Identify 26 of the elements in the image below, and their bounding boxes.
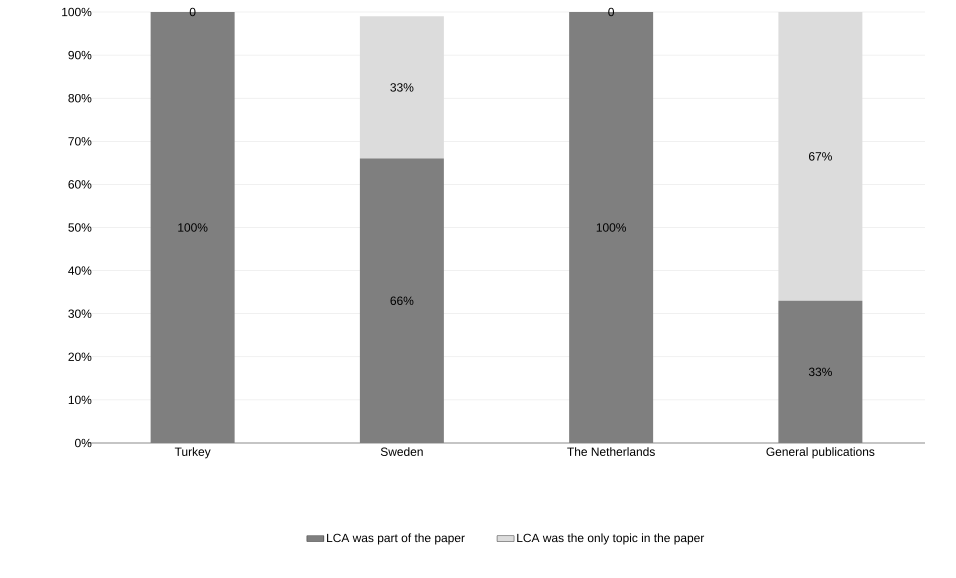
x-tick-label: General publications <box>766 447 874 458</box>
y-tick-label: 40% <box>68 266 92 275</box>
y-tick-label: 20% <box>68 352 92 362</box>
data-label: 100% <box>178 223 208 232</box>
y-tick-label: 70% <box>68 137 92 146</box>
data-label: 33% <box>808 368 832 376</box>
data-label: 33% <box>390 83 414 92</box>
legend-label: LCA was the only topic in the paper <box>517 533 704 545</box>
data-label: 66% <box>390 296 414 305</box>
bar <box>360 16 444 159</box>
x-tick-label: Sweden <box>380 447 423 456</box>
y-tick-label: 10% <box>68 396 92 404</box>
bar <box>778 300 862 443</box>
y-tick-label: 50% <box>68 223 92 232</box>
data-label: 100% <box>596 223 626 232</box>
x-tick-label: Turkey <box>174 447 211 458</box>
x-tick-label: The Netherlands <box>567 447 655 456</box>
y-tick-label: 60% <box>68 180 92 189</box>
y-tick-label: 90% <box>68 50 92 60</box>
bar <box>360 158 444 443</box>
y-tick-label: 80% <box>68 94 92 102</box>
y-tick-label: 30% <box>68 309 92 318</box>
legend-label: LCA was part of the paper <box>327 533 465 545</box>
data-label: 67% <box>809 152 832 161</box>
y-tick-label: 100% <box>62 8 92 16</box>
y-tick-label: 0% <box>75 438 92 448</box>
